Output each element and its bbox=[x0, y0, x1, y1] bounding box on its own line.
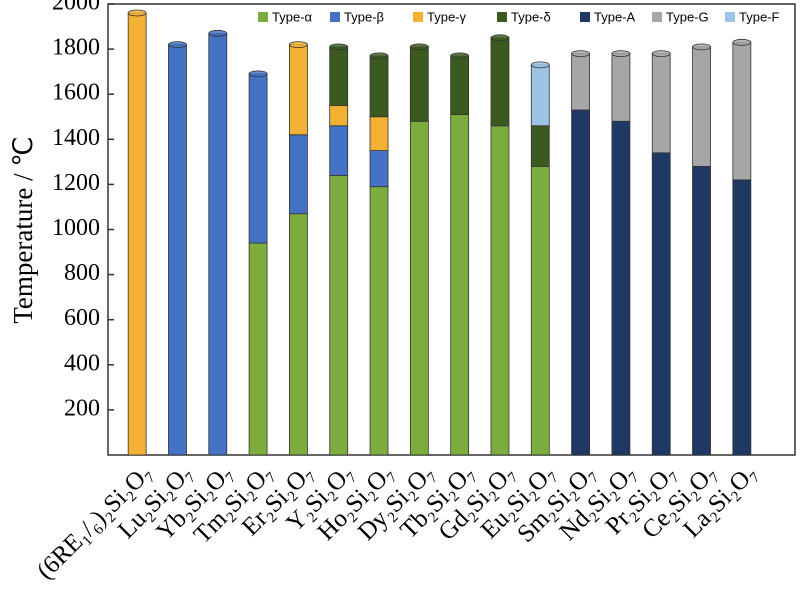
bar-cap bbox=[289, 41, 308, 48]
legend-label: Type-F bbox=[739, 9, 780, 24]
bar-segment bbox=[369, 55, 389, 118]
bar-segment bbox=[289, 44, 308, 136]
bar-cap bbox=[490, 34, 510, 42]
legend-swatch bbox=[413, 12, 423, 22]
bar-cap bbox=[168, 41, 187, 48]
bar-segment bbox=[409, 46, 429, 122]
bar-cap bbox=[530, 61, 550, 69]
bar-cap bbox=[571, 50, 590, 58]
bar-cap bbox=[369, 52, 389, 60]
legend-swatch bbox=[652, 12, 662, 22]
bar-cap bbox=[651, 50, 671, 58]
legend-swatch bbox=[497, 12, 507, 22]
y-tick-label: 600 bbox=[64, 305, 100, 331]
bar-segment bbox=[329, 174, 349, 456]
bar-segment bbox=[409, 120, 429, 456]
legend-label: Type-A bbox=[594, 9, 636, 24]
y-axis-title: Temperature / ℃ bbox=[8, 136, 38, 323]
bar-segment bbox=[490, 37, 510, 127]
bar-segment bbox=[530, 125, 550, 167]
bar-cap bbox=[208, 29, 228, 37]
bar-segment bbox=[369, 116, 389, 151]
legend-swatch bbox=[580, 12, 590, 22]
bar-segment bbox=[369, 150, 389, 188]
bar-segment bbox=[571, 53, 590, 111]
legend-swatch bbox=[725, 12, 735, 22]
legend-label: Type-α bbox=[272, 9, 313, 24]
bar-segment bbox=[490, 125, 510, 456]
y-tick-label: 400 bbox=[64, 350, 100, 376]
y-tick-label: 1000 bbox=[52, 215, 100, 241]
bar-segment bbox=[732, 41, 752, 181]
bar-segment bbox=[450, 55, 470, 115]
bar-segment bbox=[571, 109, 590, 456]
bar-cap bbox=[248, 70, 268, 78]
bar-segment bbox=[289, 134, 308, 215]
bar-segment bbox=[692, 165, 711, 456]
y-tick-label: 200 bbox=[64, 395, 100, 421]
y-tick-label: 1800 bbox=[52, 35, 100, 61]
bar-segment bbox=[248, 73, 268, 244]
bar-segment bbox=[732, 179, 752, 456]
bar-segment bbox=[369, 186, 389, 456]
legend-label: Type-G bbox=[666, 9, 709, 24]
bar-segment bbox=[248, 242, 268, 456]
bar-segment bbox=[692, 46, 711, 167]
bar-segment bbox=[329, 46, 349, 106]
bar-cap bbox=[732, 38, 752, 46]
y-tick-label: 2000 bbox=[52, 0, 100, 16]
bar-cap bbox=[329, 43, 349, 51]
bar-segment bbox=[530, 165, 550, 456]
y-tick-label: 800 bbox=[64, 260, 100, 286]
bar-cap bbox=[127, 9, 147, 17]
bar-segment bbox=[168, 44, 187, 456]
y-tick-label: 1600 bbox=[52, 80, 100, 106]
bar-cap bbox=[409, 43, 429, 51]
bar-segment bbox=[329, 105, 349, 127]
bar-segment bbox=[127, 12, 147, 456]
bar-segment bbox=[289, 213, 308, 456]
y-tick-label: 1400 bbox=[52, 125, 100, 151]
bar-segment bbox=[611, 120, 631, 456]
bar-segment bbox=[450, 114, 470, 456]
legend-swatch bbox=[330, 12, 340, 22]
legend-label: Type-β bbox=[344, 9, 384, 24]
bar-segment bbox=[611, 53, 631, 122]
bar-cap bbox=[611, 50, 631, 58]
bar-segment bbox=[329, 125, 349, 176]
bar-cap bbox=[450, 52, 470, 60]
legend-label: Type-δ bbox=[511, 9, 551, 24]
legend-swatch bbox=[258, 12, 268, 22]
bar-segment bbox=[651, 53, 671, 154]
bar-segment bbox=[208, 32, 228, 456]
bar-segment bbox=[530, 64, 550, 127]
y-tick-label: 1200 bbox=[52, 170, 100, 196]
bar-cap bbox=[692, 43, 711, 51]
legend-label: Type-γ bbox=[427, 9, 467, 24]
bar-segment bbox=[651, 152, 671, 456]
